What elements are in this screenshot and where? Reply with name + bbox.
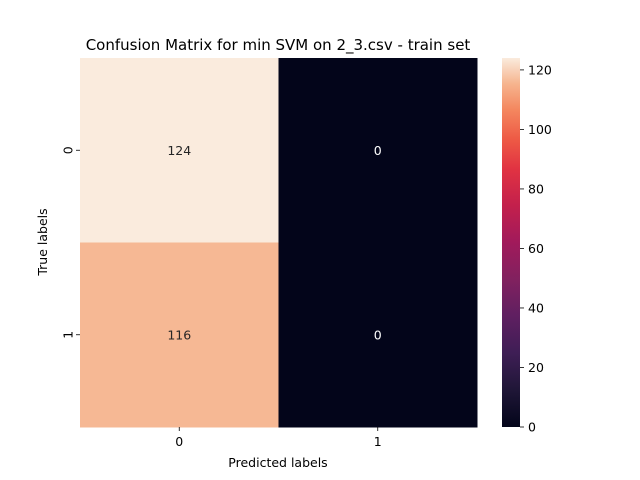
x-tick-label-0: 0 (175, 434, 183, 449)
colorbar-tick-label-3: 60 (528, 241, 544, 256)
cell-value-0-1: 0 (374, 143, 382, 158)
heatmap-cell-0-1 (278, 58, 478, 243)
y-tick-label-0: 0 (61, 146, 76, 154)
colorbar-tick-label-0: 0 (528, 420, 536, 435)
heatmap-cells (80, 58, 478, 428)
y-tick-label-1: 1 (61, 331, 76, 339)
colorbar-tick-label-4: 80 (528, 181, 544, 196)
chart-title: Confusion Matrix for min SVM on 2_3.csv … (86, 36, 471, 55)
cell-value-1-0: 116 (167, 327, 191, 342)
colorbar-tick-label-2: 40 (528, 300, 544, 315)
x-tick-label-1: 1 (374, 434, 382, 449)
heatmap-cell-1-0 (80, 242, 279, 428)
colorbar-tick-label-1: 20 (528, 360, 544, 375)
heatmap-cell-0-0 (80, 58, 279, 243)
cell-value-0-0: 124 (167, 143, 191, 158)
cell-value-1-1: 0 (374, 327, 382, 342)
colorbar (502, 58, 520, 427)
y-axis-label: True labels (35, 208, 50, 276)
colorbar-ticks: 0 20 40 60 80 100 120 (520, 62, 552, 435)
heatmap-cell-1-1 (278, 242, 478, 428)
x-axis-label: Predicted labels (228, 455, 327, 470)
y-axis-ticks: 01 (61, 146, 80, 339)
colorbar-tick-label-5: 100 (528, 122, 552, 137)
colorbar-tick-label-6: 120 (528, 62, 552, 77)
heatmap-cell-labels: 124 0 116 0 (167, 143, 381, 343)
